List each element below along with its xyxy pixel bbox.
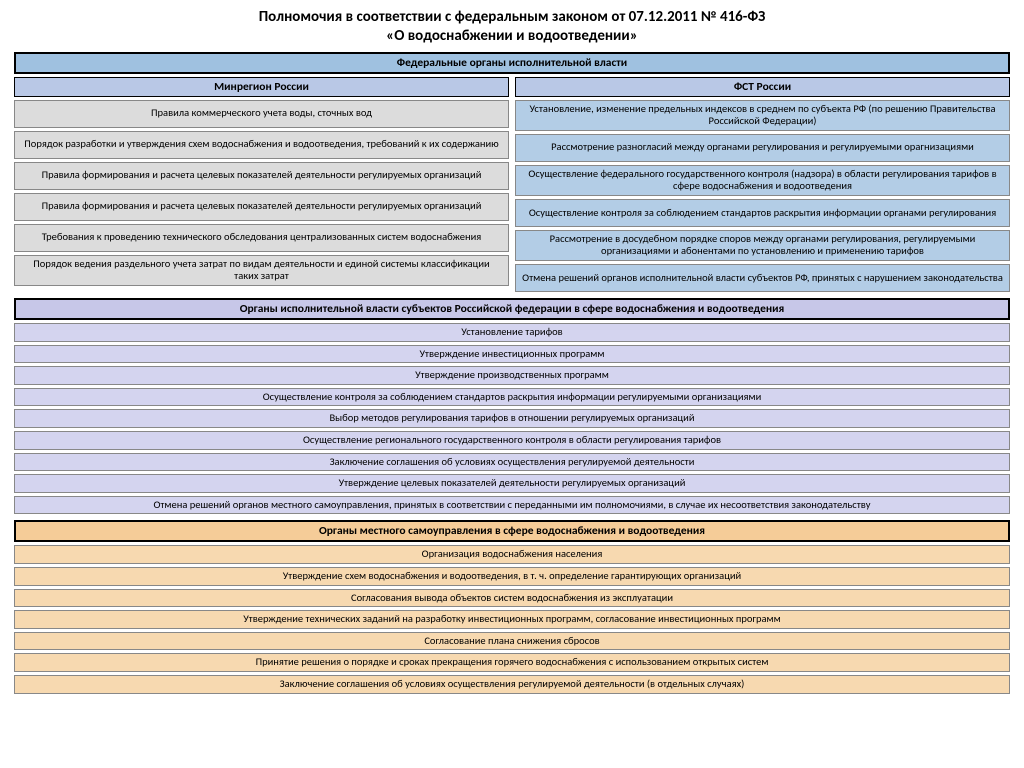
page-title: Полномочия в соответствии с федеральным … <box>14 8 1010 46</box>
minregion-item: Требования к проведению технического обс… <box>14 224 509 252</box>
fst-item: Осуществление федерального государственн… <box>515 165 1010 196</box>
fst-item: Рассмотрение в досудебном порядке споров… <box>515 230 1010 261</box>
regional-item: Установление тарифов <box>14 323 1010 342</box>
title-line-2: «О водоснабжении и водоотведении» <box>14 27 1010 46</box>
fst-item: Осуществление контроля за соблюдением ст… <box>515 199 1010 227</box>
regional-item: Осуществление контроля за соблюдением ст… <box>14 388 1010 407</box>
regional-item: Отмена решений органов местного самоупра… <box>14 496 1010 515</box>
minregion-header: Минрегион России <box>14 77 509 97</box>
regional-item: Осуществление регионального государствен… <box>14 431 1010 450</box>
regional-item: Утверждение инвестиционных программ <box>14 345 1010 364</box>
local-item: Утверждение технических заданий на разра… <box>14 610 1010 629</box>
local-item: Заключение соглашения об условиях осущес… <box>14 675 1010 694</box>
federal-right-col: ФСТ России Установление, изменение преде… <box>515 77 1010 293</box>
federal-left-col: Минрегион России Правила коммерческого у… <box>14 77 509 293</box>
regional-header: Органы исполнительной власти субъектов Р… <box>14 298 1010 320</box>
minregion-item: Правила формирования и расчета целевых п… <box>14 162 509 190</box>
local-item: Согласование плана снижения сбросов <box>14 632 1010 651</box>
regional-item: Утверждение целевых показателей деятельн… <box>14 474 1010 493</box>
local-item: Принятие решения о порядке и сроках прек… <box>14 653 1010 672</box>
fst-header: ФСТ России <box>515 77 1010 97</box>
regional-item: Утверждение производственных программ <box>14 366 1010 385</box>
minregion-item: Порядок разработки и утверждения схем во… <box>14 131 509 159</box>
federal-header: Федеральные органы исполнительной власти <box>14 52 1010 74</box>
minregion-item: Порядок ведения раздельного учета затрат… <box>14 255 509 286</box>
fst-item: Установление, изменение предельных индек… <box>515 100 1010 131</box>
regional-item: Выбор методов регулирования тарифов в от… <box>14 409 1010 428</box>
minregion-items: Правила коммерческого учета воды, сточны… <box>14 100 509 286</box>
fst-item: Рассмотрение разногласий между органами … <box>515 134 1010 162</box>
local-item: Организация водоснабжения населения <box>14 545 1010 564</box>
fst-item: Отмена решений органов исполнительной вл… <box>515 264 1010 292</box>
local-items: Организация водоснабжения населения Утвер… <box>14 545 1010 693</box>
title-line-1: Полномочия в соответствии с федеральным … <box>14 8 1010 27</box>
minregion-item: Правила коммерческого учета воды, сточны… <box>14 100 509 128</box>
regional-items: Установление тарифов Утверждение инвестиц… <box>14 323 1010 514</box>
local-header: Органы местного самоуправления в сфере в… <box>14 520 1010 542</box>
fst-items: Установление, изменение предельных индек… <box>515 100 1010 293</box>
minregion-item: Правила формирования и расчета целевых п… <box>14 193 509 221</box>
federal-columns: Минрегион России Правила коммерческого у… <box>14 77 1010 293</box>
regional-item: Заключение соглашения об условиях осущес… <box>14 453 1010 472</box>
local-item: Согласования вывода объектов систем водо… <box>14 589 1010 608</box>
local-item: Утверждение схем водоснабжения и водоотв… <box>14 567 1010 586</box>
